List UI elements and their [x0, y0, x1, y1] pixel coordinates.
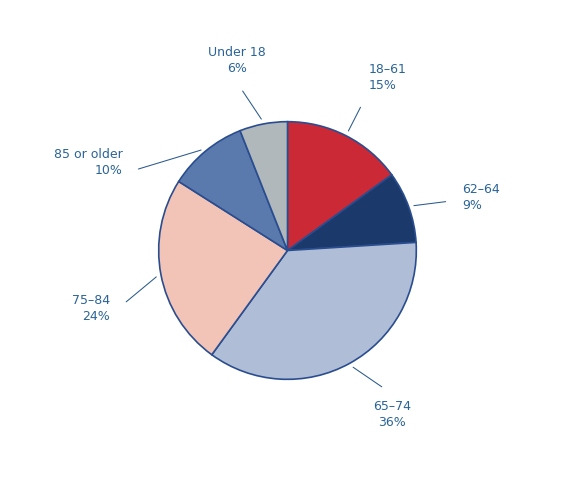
Wedge shape: [288, 122, 392, 250]
Wedge shape: [212, 242, 416, 379]
Wedge shape: [179, 131, 288, 250]
Text: 18–61
15%: 18–61 15%: [368, 63, 406, 92]
Wedge shape: [159, 181, 288, 355]
Text: Under 18
6%: Under 18 6%: [208, 46, 266, 75]
Wedge shape: [240, 122, 288, 250]
Text: 65–74
36%: 65–74 36%: [373, 400, 412, 429]
Text: 75–84
24%: 75–84 24%: [72, 294, 110, 323]
Text: 62–64
9%: 62–64 9%: [462, 182, 500, 211]
Text: 85 or older
10%: 85 or older 10%: [54, 148, 122, 177]
Wedge shape: [288, 175, 416, 250]
